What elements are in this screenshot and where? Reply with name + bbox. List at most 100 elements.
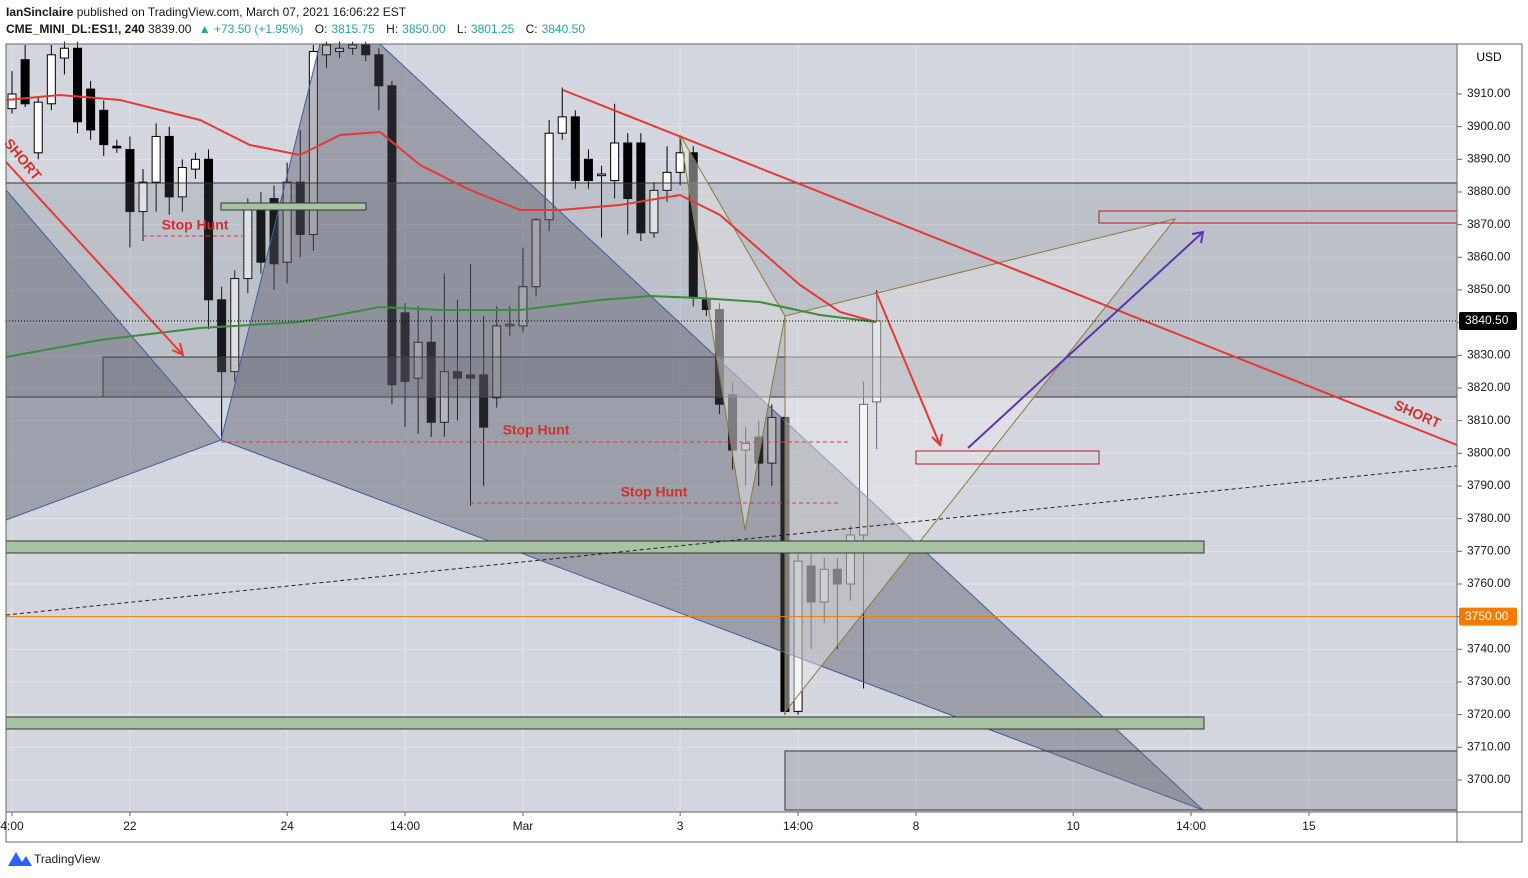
ohlc-value: 3801.25 xyxy=(470,22,515,36)
ohlc-c: C: 3840.50 xyxy=(526,22,589,36)
candle-body xyxy=(557,116,567,134)
candle-body xyxy=(73,47,83,123)
candle-body xyxy=(466,374,476,379)
x-tick-label: Mar xyxy=(513,819,534,833)
candle-body xyxy=(544,132,554,221)
candle-body xyxy=(335,47,345,53)
annotation: Stop Hunt xyxy=(621,484,688,500)
y-tick-label: 3830.00 xyxy=(1467,347,1511,361)
y-tick-label: 3890.00 xyxy=(1467,151,1511,165)
x-tick-label: 14:00 xyxy=(1176,819,1206,833)
candle-body xyxy=(387,85,397,386)
candle-body xyxy=(610,142,620,182)
last-price: 3839.00 xyxy=(148,22,192,36)
candle-body xyxy=(597,173,607,177)
stop-hunt-line xyxy=(143,235,850,504)
candle-body xyxy=(7,93,17,110)
x-tick-label: 22 xyxy=(123,819,137,833)
author[interactable]: IanSinclaire xyxy=(6,5,74,19)
candle-body xyxy=(164,135,174,198)
brand-logo[interactable]: TradingView xyxy=(8,852,100,866)
candle-body xyxy=(492,325,502,399)
frame xyxy=(5,43,1523,843)
y-tick-label: 3720.00 xyxy=(1467,707,1511,721)
candle-body xyxy=(767,416,777,464)
candle-body xyxy=(754,436,764,464)
ohlc-key: C: xyxy=(525,22,538,36)
candle-body xyxy=(806,565,816,603)
symbol[interactable]: CME_MINI_DL:ES1!, 240 xyxy=(6,22,145,36)
candle-body xyxy=(400,312,410,382)
candle-body xyxy=(33,101,43,154)
ohlc-value: 3840.50 xyxy=(541,22,586,36)
change: ▲ +73.50 (+1.95%) xyxy=(198,22,304,36)
y-tick-label: 3780.00 xyxy=(1467,511,1511,525)
price-label: 3840.50 xyxy=(1465,313,1509,327)
ohlc-key: H: xyxy=(386,22,399,36)
logo-icon xyxy=(8,852,32,866)
candle-body xyxy=(452,371,462,379)
candle-body xyxy=(204,158,214,301)
candle-body xyxy=(662,171,672,191)
candle-body xyxy=(59,47,69,59)
arrow xyxy=(967,230,1205,449)
ohlc-key: O: xyxy=(314,22,328,36)
candle-body xyxy=(701,299,711,311)
y-tick-label: 3850.00 xyxy=(1467,282,1511,296)
ohlc-h: H: 3850.00 xyxy=(386,22,449,36)
candle-body xyxy=(479,374,489,428)
candle-body xyxy=(86,88,96,131)
support-zone xyxy=(5,540,1205,554)
candle-body xyxy=(282,181,292,263)
annotation: Stop Hunt xyxy=(162,217,229,233)
zone xyxy=(784,750,1458,811)
candle-body xyxy=(99,109,109,146)
x-tick-label: 14:00 xyxy=(783,819,813,833)
candle-body xyxy=(361,44,371,56)
axes: USD 3700.00 3710.00 3720.00 3730.00 3740.00 3… xyxy=(0,43,1528,843)
support-zone xyxy=(5,716,1205,730)
ohlc-value: 3850.00 xyxy=(402,22,446,36)
time-axis xyxy=(0,812,1528,842)
publish-line: IanSinclaire published on TradingView.co… xyxy=(6,5,410,19)
candle-body xyxy=(177,166,187,198)
y-tick-label: 3710.00 xyxy=(1467,739,1511,753)
y-tick-label: 3910.00 xyxy=(1467,86,1511,100)
candle-body xyxy=(413,341,423,379)
candle-body xyxy=(190,158,200,170)
candle-body xyxy=(125,149,135,213)
candle-body xyxy=(728,394,738,451)
y-tick-label: 3880.00 xyxy=(1467,184,1511,198)
arrow xyxy=(5,161,943,448)
candle-body xyxy=(138,181,148,213)
x-tick-label: 3 xyxy=(677,819,684,833)
candle-body xyxy=(518,286,528,327)
trend-line xyxy=(5,465,1458,616)
ohlc-l: L: 3801.25 xyxy=(457,22,518,36)
candle-body xyxy=(649,189,659,234)
x-tick-label: 15 xyxy=(1302,819,1316,833)
candle-body xyxy=(859,403,869,536)
candle-body xyxy=(308,51,318,235)
ohlc-value: 3815.75 xyxy=(331,22,375,36)
moving-average xyxy=(5,294,877,358)
candle-body xyxy=(636,142,646,234)
price-label: 3750.00 xyxy=(1465,609,1509,623)
x-tick-label: 10 xyxy=(1066,819,1080,833)
candle-body xyxy=(321,44,331,56)
candle-body xyxy=(819,568,829,603)
candle-body xyxy=(20,59,30,105)
candle-body xyxy=(426,341,436,423)
change-value: +73.50 (+1.95%) xyxy=(214,22,304,36)
currency: USD xyxy=(1476,50,1502,64)
candle-body xyxy=(623,142,633,200)
ohlc-o: O: 3815.75 xyxy=(315,22,379,36)
candle-body xyxy=(348,44,358,49)
candle-body xyxy=(217,299,227,373)
brand: TradingView xyxy=(34,852,100,866)
y-tick-label: 3810.00 xyxy=(1467,413,1511,427)
harmonic-leg xyxy=(784,218,1177,714)
y-tick-label: 3790.00 xyxy=(1467,478,1511,492)
